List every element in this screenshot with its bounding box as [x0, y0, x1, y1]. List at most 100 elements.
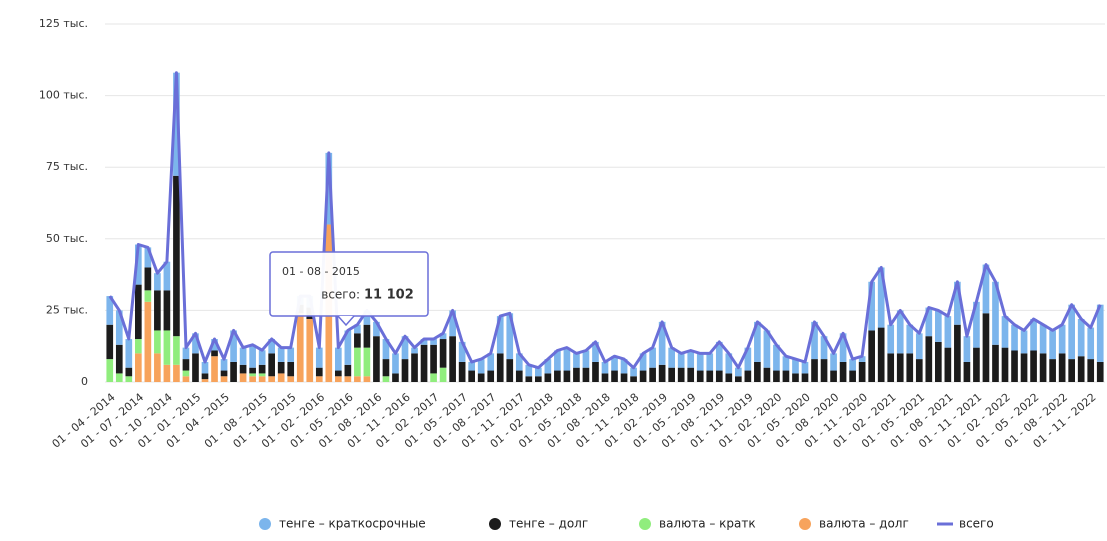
bar-segment: [154, 290, 161, 331]
bar-segment: [220, 376, 228, 382]
bar-segment: [201, 373, 209, 380]
bar-segment: [839, 361, 847, 382]
bar-segment: [458, 341, 466, 362]
bar-segment: [896, 310, 904, 354]
bar-segment: [1049, 330, 1056, 360]
bar-segment: [935, 341, 942, 382]
bar-segment: [277, 347, 285, 362]
bar-segment: [287, 376, 295, 382]
bar-segment: [363, 310, 371, 325]
bar-segment: [687, 350, 695, 368]
bar-segment: [935, 310, 942, 342]
bar-segment: [430, 344, 437, 374]
bar-segment: [630, 367, 637, 377]
bar-segment: [1077, 318, 1085, 357]
legend-label: валюта – кратк: [659, 517, 756, 531]
bar-segment: [239, 373, 247, 382]
bar-segment: [925, 307, 933, 337]
bar-segment: [963, 361, 971, 382]
tooltip-value: 11 102: [364, 288, 414, 303]
bar-segment: [382, 376, 390, 382]
bar-segment: [677, 353, 685, 368]
bar-segment: [563, 370, 571, 382]
y-tick-label: 50 тыс.: [46, 232, 88, 245]
bar-segment: [782, 356, 790, 371]
bar-segment: [239, 347, 247, 365]
bar-segment: [954, 281, 961, 325]
bar-segment: [839, 333, 847, 362]
bar-segment: [696, 370, 704, 382]
bar-segment: [763, 367, 771, 382]
bar-segment: [1011, 350, 1018, 382]
bar-segment: [1058, 353, 1066, 382]
bar-segment: [592, 341, 599, 362]
bar-segment: [735, 376, 742, 382]
bar-segment: [420, 339, 428, 345]
bar-segment: [287, 361, 295, 377]
bar-segment: [706, 370, 714, 382]
bar-segment: [115, 373, 123, 382]
bar-segment: [106, 359, 114, 382]
bar-segment: [801, 373, 809, 382]
bar-segment: [335, 370, 342, 377]
bar-segment: [163, 261, 171, 291]
bar-segment: [544, 373, 552, 382]
bar-segment: [477, 373, 485, 382]
bar-segment: [801, 361, 809, 374]
bar-segment: [611, 356, 618, 371]
bar-segment: [163, 290, 171, 331]
bar-segment: [1068, 304, 1075, 360]
bar-segment: [858, 361, 866, 382]
bar-segment: [201, 379, 209, 382]
bar-segment: [782, 370, 790, 382]
bar-segment: [668, 367, 675, 382]
bar-segment: [192, 353, 199, 382]
bar-segment: [982, 264, 990, 314]
bar-segment: [344, 364, 352, 377]
y-tick-label: 100 тыс.: [39, 89, 88, 102]
bar-segment: [1077, 356, 1085, 382]
bar-segment: [135, 339, 142, 354]
bar-segment: [601, 373, 609, 382]
bar-segment: [211, 350, 218, 357]
bar-segment: [344, 376, 352, 382]
bar-segment: [1001, 316, 1009, 348]
bar-segment: [820, 336, 828, 360]
bar-segment: [135, 244, 142, 285]
bar-segment: [563, 347, 571, 371]
bar-segment: [1001, 347, 1009, 382]
bar-segment: [868, 281, 875, 331]
bar-segment: [1039, 353, 1047, 382]
bar-segment: [744, 347, 752, 371]
bar-segment: [535, 367, 542, 377]
bar-segment: [315, 376, 323, 382]
bar-segment: [144, 301, 152, 382]
bar-segment: [182, 370, 190, 377]
bar-segment: [677, 367, 685, 382]
bar-segment: [382, 359, 390, 377]
bar-segment: [182, 347, 190, 360]
bar-segment: [554, 370, 561, 382]
bar-segment: [154, 353, 161, 382]
bar-segment: [1011, 324, 1018, 351]
bar-segment: [439, 333, 447, 340]
bar-segment: [258, 376, 266, 382]
bar-segment: [915, 359, 923, 382]
bar-segment: [649, 347, 656, 368]
bar-segment: [277, 361, 285, 374]
bar-segment: [982, 313, 990, 382]
bar-segment: [830, 353, 837, 371]
bar-segment: [468, 361, 475, 371]
bar-segment: [858, 356, 866, 362]
bar-segment: [249, 373, 256, 377]
y-tick-label: 125 тыс.: [39, 17, 88, 30]
bar-segment: [877, 327, 885, 382]
tooltip: 01 - 08 - 2015 всего: 11 102: [269, 251, 429, 327]
bar-segment: [392, 373, 399, 382]
bar-segment: [620, 373, 628, 382]
bar-segment: [449, 336, 456, 382]
bar-segment: [668, 347, 675, 368]
tooltip-pointer: [337, 315, 355, 327]
bar-segment: [468, 370, 475, 382]
bar-segment: [915, 333, 923, 360]
